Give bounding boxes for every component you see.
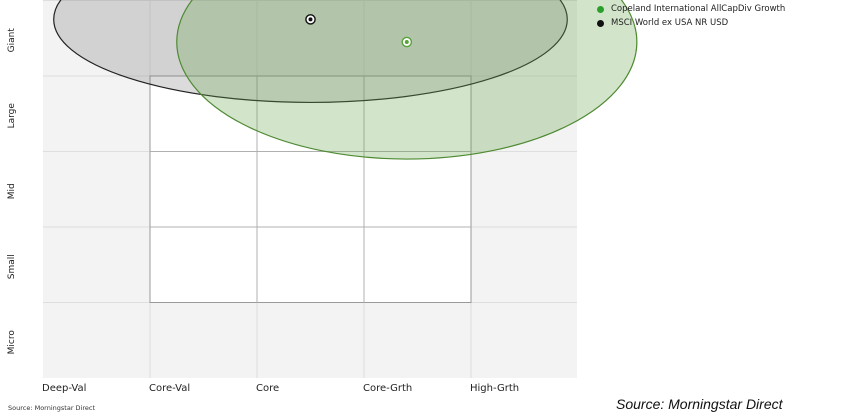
centroid-points (305, 14, 413, 48)
holdings-ellipse (53, 0, 568, 103)
holdings-ellipse (176, 0, 638, 160)
x-tick-label: Core-Val (149, 383, 190, 394)
y-axis-ticks: Micro Small Mid Large Giant (7, 28, 17, 355)
x-axis-ticks: Deep-Val Core-Val Core Core-Grth High-Grth (42, 383, 519, 394)
y-tick-label: Large (7, 103, 17, 129)
legend-item: Copeland International AllCapDiv Growth (597, 2, 785, 16)
x-tick-label: Core-Grth (363, 383, 412, 394)
y-tick-label: Micro (7, 330, 17, 355)
style-box-frame (149, 75, 472, 303)
legend-swatch-icon (597, 19, 604, 27)
centroid-point (404, 40, 409, 45)
x-tick-label: Deep-Val (42, 383, 86, 394)
legend-label: MSCI World ex USA NR USD (611, 18, 729, 28)
chart-legend: Copeland International AllCapDiv Growth … (597, 2, 785, 30)
holdings-ellipses (53, 0, 638, 160)
style-box-grid (149, 75, 472, 303)
x-tick-label: Core (256, 383, 279, 394)
legend-swatch-icon (597, 5, 604, 13)
y-tick-label: Giant (7, 28, 17, 53)
x-tick-label: High-Grth (470, 383, 519, 394)
legend-item: MSCI World ex USA NR USD (597, 16, 785, 30)
y-tick-label: Small (7, 254, 17, 279)
y-tick-label: Mid (7, 183, 17, 199)
legend-label: Copeland International AllCapDiv Growth (611, 4, 786, 14)
source-note-large: Source: Morningstar Direct (616, 396, 783, 412)
source-note: Source: Morningstar Direct (8, 404, 96, 412)
centroid-point (308, 17, 313, 22)
